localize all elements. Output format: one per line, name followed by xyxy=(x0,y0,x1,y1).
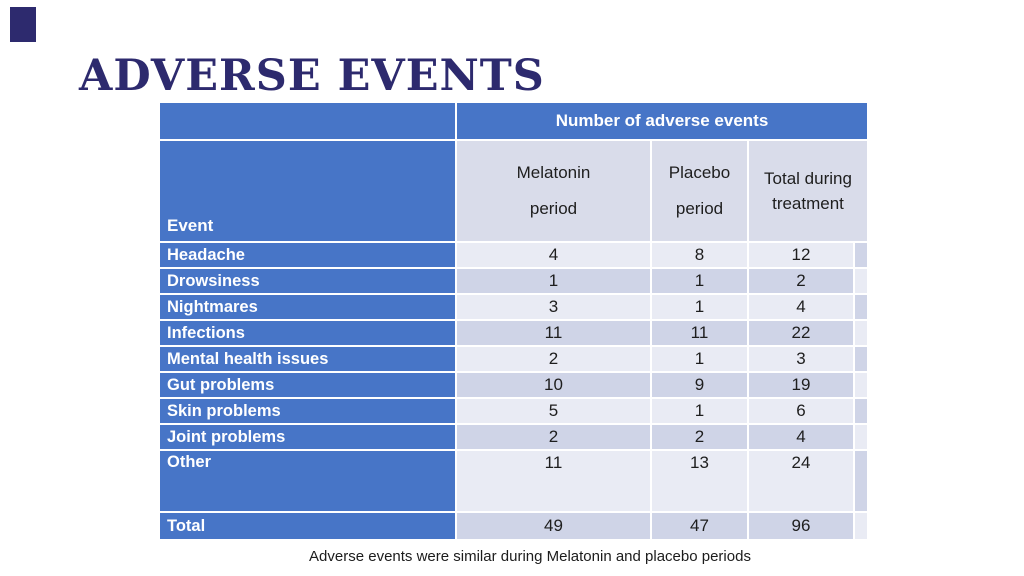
row-label-cell: Drowsiness xyxy=(160,269,455,293)
row-end-strip-cell xyxy=(855,399,867,423)
placebo-value-cell: 1 xyxy=(652,295,747,319)
placebo-value-cell: 1 xyxy=(652,347,747,371)
total-value-cell: 6 xyxy=(749,399,853,423)
placebo-value-cell: 2 xyxy=(652,425,747,449)
placebo-value-cell: 9 xyxy=(652,373,747,397)
total-value-cell: 3 xyxy=(749,347,853,371)
total-value-cell: 2 xyxy=(749,269,853,293)
slide-caption: Adverse events were similar during Melat… xyxy=(309,548,751,565)
placebo-value-cell: 13 xyxy=(652,451,747,511)
column-header-placebo: Placebo period xyxy=(652,141,747,241)
row-label-cell: Joint problems xyxy=(160,425,455,449)
adverse-events-table: Number of adverse events Event Melatonin… xyxy=(160,103,867,539)
slide-title: ADVERSE EVENTS xyxy=(79,50,545,101)
melatonin-value-cell: 4 xyxy=(457,243,650,267)
column-header-line: Placebo xyxy=(668,163,731,182)
placebo-value-cell: 8 xyxy=(652,243,747,267)
event-column-header: Event xyxy=(160,141,455,241)
melatonin-value-cell: 11 xyxy=(457,321,650,345)
melatonin-value-cell: 11 xyxy=(457,451,650,511)
row-end-strip-cell xyxy=(855,321,867,345)
row-end-strip-cell xyxy=(855,295,867,319)
row-label-cell: Mental health issues xyxy=(160,347,455,371)
group-header-cell: Number of adverse events xyxy=(457,103,867,139)
row-end-strip-cell xyxy=(855,513,867,539)
row-label-cell: Other xyxy=(160,451,455,511)
row-end-strip-cell xyxy=(855,269,867,293)
melatonin-value-cell: 1 xyxy=(457,269,650,293)
melatonin-value-cell: 49 xyxy=(457,513,650,539)
melatonin-value-cell: 2 xyxy=(457,425,650,449)
row-end-strip-cell xyxy=(855,347,867,371)
row-end-strip-cell xyxy=(855,451,867,511)
corner-accent-rect xyxy=(10,7,36,42)
column-header-line: Melatonin xyxy=(516,163,591,182)
placebo-value-cell: 11 xyxy=(652,321,747,345)
row-label-cell: Nightmares xyxy=(160,295,455,319)
column-header-line: period xyxy=(675,199,724,218)
placebo-value-cell: 1 xyxy=(652,269,747,293)
row-label-cell: Total xyxy=(160,513,455,539)
row-end-strip-cell xyxy=(855,425,867,449)
total-value-cell: 19 xyxy=(749,373,853,397)
total-value-cell: 24 xyxy=(749,451,853,511)
row-end-strip-cell xyxy=(855,373,867,397)
melatonin-value-cell: 5 xyxy=(457,399,650,423)
total-value-cell: 22 xyxy=(749,321,853,345)
row-end-strip-cell xyxy=(855,243,867,267)
row-label-cell: Skin problems xyxy=(160,399,455,423)
row-label-cell: Infections xyxy=(160,321,455,345)
row-label-cell: Gut problems xyxy=(160,373,455,397)
column-header-line: treatment xyxy=(772,194,844,213)
column-header-line: period xyxy=(529,199,578,218)
melatonin-value-cell: 3 xyxy=(457,295,650,319)
total-value-cell: 4 xyxy=(749,295,853,319)
total-value-cell: 96 xyxy=(749,513,853,539)
total-value-cell: 4 xyxy=(749,425,853,449)
placebo-value-cell: 47 xyxy=(652,513,747,539)
melatonin-value-cell: 2 xyxy=(457,347,650,371)
column-header-melatonin: Melatonin period xyxy=(457,141,650,241)
melatonin-value-cell: 10 xyxy=(457,373,650,397)
column-header-line: Total during xyxy=(764,169,852,188)
column-header-total: Total during treatment xyxy=(749,141,867,241)
placebo-value-cell: 1 xyxy=(652,399,747,423)
header-spacer-cell xyxy=(160,103,455,139)
total-value-cell: 12 xyxy=(749,243,853,267)
row-label-cell: Headache xyxy=(160,243,455,267)
